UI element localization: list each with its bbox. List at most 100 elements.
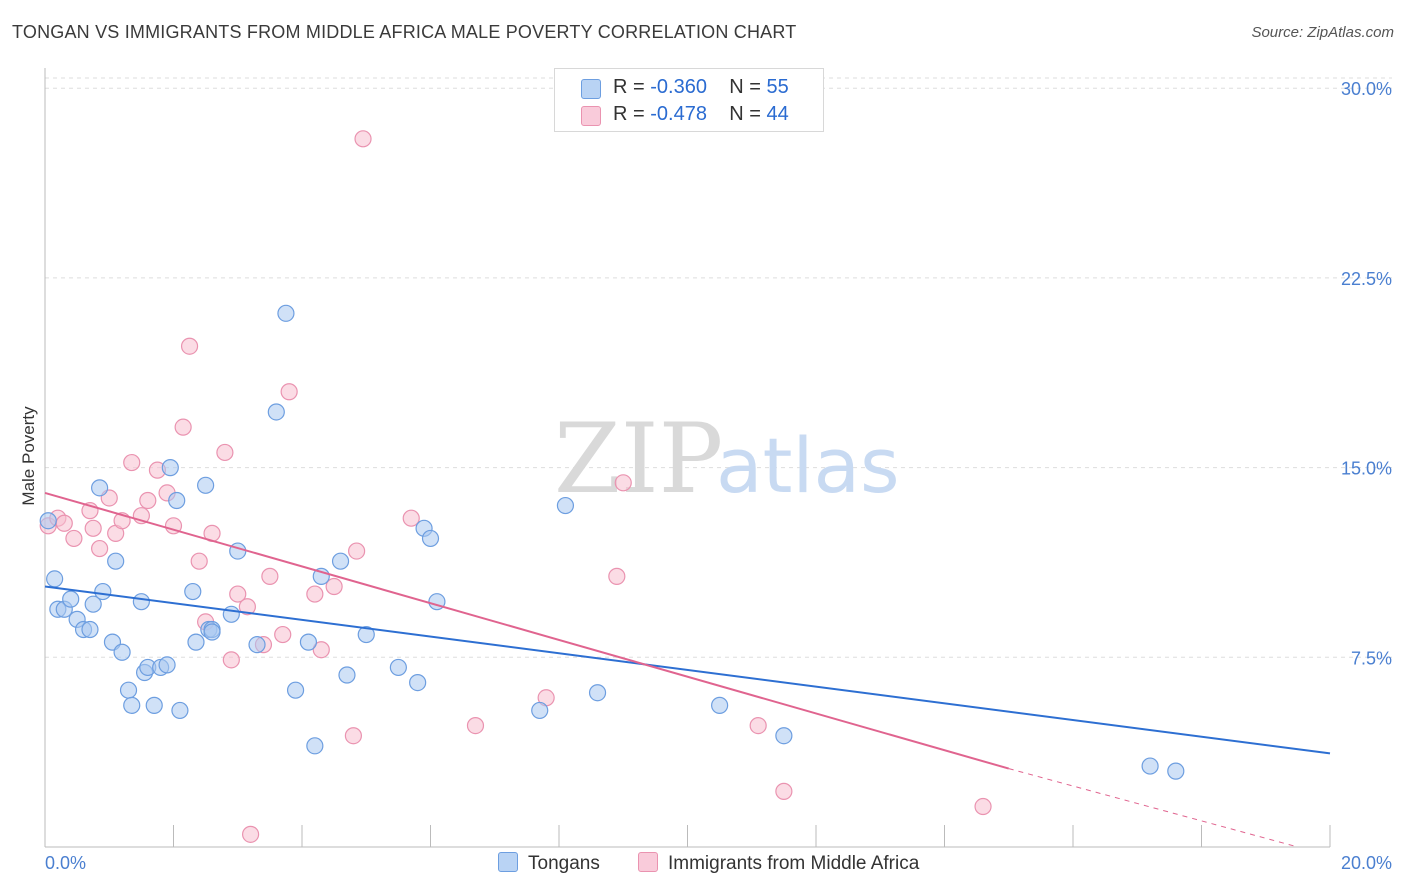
data-point-africa [242,825,260,843]
legend-n-label: N = [729,76,767,98]
data-point-africa [174,418,192,436]
data-point-tongan [203,623,221,641]
legend-r-value: -0.360 [650,76,707,98]
x-tick-label: 0.0% [45,853,86,873]
data-point-africa [222,651,240,669]
data-point-africa [312,641,330,659]
data-point-africa [280,383,298,401]
data-point-tongan [107,552,125,570]
data-point-tongan [409,674,427,692]
chart-title: TONGAN VS IMMIGRANTS FROM MIDDLE AFRICA … [12,22,797,42]
data-point-tongan [357,625,375,644]
data-point-africa [775,782,793,800]
data-point-africa [466,716,485,735]
data-point-tongan [588,684,607,702]
data-point-africa [348,542,366,560]
series-tongans-points [39,304,1185,780]
data-point-tongan [158,656,176,674]
data-point-africa [229,585,247,603]
data-point-tongan [306,737,324,755]
bottom-legend-label: Immigrants from Middle Africa [668,853,920,874]
data-point-tongan [299,633,318,651]
y-axis-title: Male Poverty [19,406,38,506]
legend-n-value: 55 [766,76,789,98]
y-tick-label: 15.0% [1341,459,1392,479]
data-point-tongan [91,479,109,497]
y-tick-label: 22.5% [1341,269,1392,289]
trend-line-africa [44,491,1010,770]
watermark-atlas: atlas [716,421,900,510]
data-point-tongan [171,701,189,720]
legend-r-label: R = [613,76,651,98]
data-point-tongan [184,582,202,601]
data-point-africa [274,625,292,644]
data-point-tongan [711,696,729,714]
data-point-tongan [161,459,179,477]
data-point-tongan [338,666,356,684]
data-point-africa [55,514,73,532]
data-point-tongan [132,593,150,611]
legend-swatch-tongans [581,79,601,99]
grid-lines [45,77,1392,658]
data-point-tongan [556,496,575,515]
data-point-africa [608,567,626,585]
bottom-legend-tongans: Tongans [498,852,600,875]
stats-legend: R = -0.360 N = 55 R = -0.478 N = 44 [554,68,824,132]
data-point-africa [325,577,343,596]
data-point-tongan [267,403,285,421]
data-point-tongan [389,658,407,677]
data-point-tongan [168,491,186,510]
data-point-africa [139,491,157,510]
trend-lines [44,491,1331,848]
bottom-swatch-tongans [498,852,518,872]
data-point-africa [261,567,279,585]
data-point-africa [306,585,324,603]
data-point-tongan [94,582,112,601]
legend-r-value: -0.478 [650,103,707,125]
data-point-africa [344,727,362,745]
data-point-tongan [119,681,138,699]
data-point-tongan [62,590,80,608]
watermark-zip: ZIP [554,403,723,515]
legend-swatch-africa [581,106,601,126]
data-point-africa [65,529,83,548]
data-point-africa [974,797,992,816]
y-tick-label: 7.5% [1351,648,1392,668]
data-point-tongan [1167,762,1185,780]
legend-n-label: N = [729,103,767,125]
series-africa-points [39,130,992,843]
data-point-africa [238,598,256,616]
data-point-africa [84,519,102,537]
data-point-tongan [84,595,102,613]
data-point-africa [354,130,372,148]
data-point-tongan [331,552,350,570]
legend-n-value: 44 [766,103,789,125]
data-point-africa [749,716,767,735]
data-point-tongan [775,727,793,745]
data-point-africa [614,474,632,492]
data-point-tongan [286,681,305,699]
data-point-africa [123,453,141,472]
trend-line-tongans [44,585,1331,755]
data-point-africa [216,443,234,462]
axes [44,68,1331,848]
data-point-tongan [421,529,440,548]
data-point-africa [91,539,109,558]
data-point-tongan [46,570,64,588]
bottom-swatch-africa [638,852,658,872]
data-point-tongan [222,605,240,623]
data-point-tongan [39,512,57,530]
source-label: Source: ZipAtlas.com [1251,24,1394,41]
bottom-legend-label: Tongans [528,853,600,874]
data-point-tongan [81,620,99,639]
bottom-legend-africa: Immigrants from Middle Africa [638,852,919,875]
data-point-tongan [277,304,295,322]
data-point-africa [190,552,208,570]
data-point-tongan [123,696,141,714]
trend-line-africa-extension [1008,768,1299,848]
data-point-tongan [531,701,549,720]
data-point-tongan [197,476,215,494]
data-point-tongan [145,696,163,714]
y-tick-label: 30.0% [1341,79,1392,99]
